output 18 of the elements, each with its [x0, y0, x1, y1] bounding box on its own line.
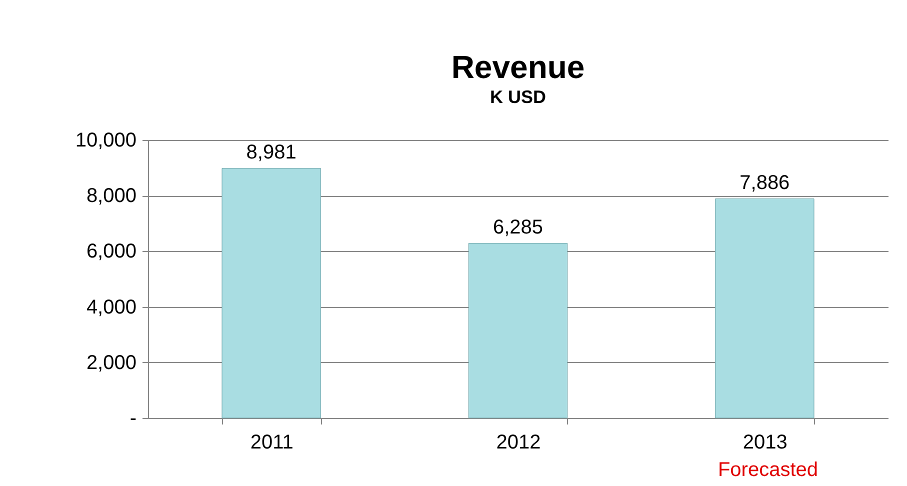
x-tick-label: 2012	[496, 432, 541, 454]
chart-title: Revenue	[451, 49, 585, 85]
y-tick-label: 2,000	[86, 352, 136, 374]
bar	[715, 198, 814, 418]
y-tick-label: 4,000	[86, 296, 136, 318]
text: Forecasted	[718, 459, 818, 481]
data-label: 8,981	[246, 141, 296, 164]
y-tick-label: 8,000	[86, 185, 136, 208]
data-label: 7,886	[740, 172, 790, 194]
y-tick-label: 10,000	[75, 130, 136, 152]
bar	[468, 243, 568, 418]
y-tick-label: -	[130, 408, 136, 430]
x-tick-label: 2013	[742, 432, 788, 454]
x-tick-label: 2011	[250, 432, 294, 454]
chart-subtitle: K USD	[490, 87, 546, 107]
bar	[222, 168, 321, 418]
data-label: 6,285	[492, 216, 544, 238]
y-tick-label: 6,000	[86, 240, 136, 263]
